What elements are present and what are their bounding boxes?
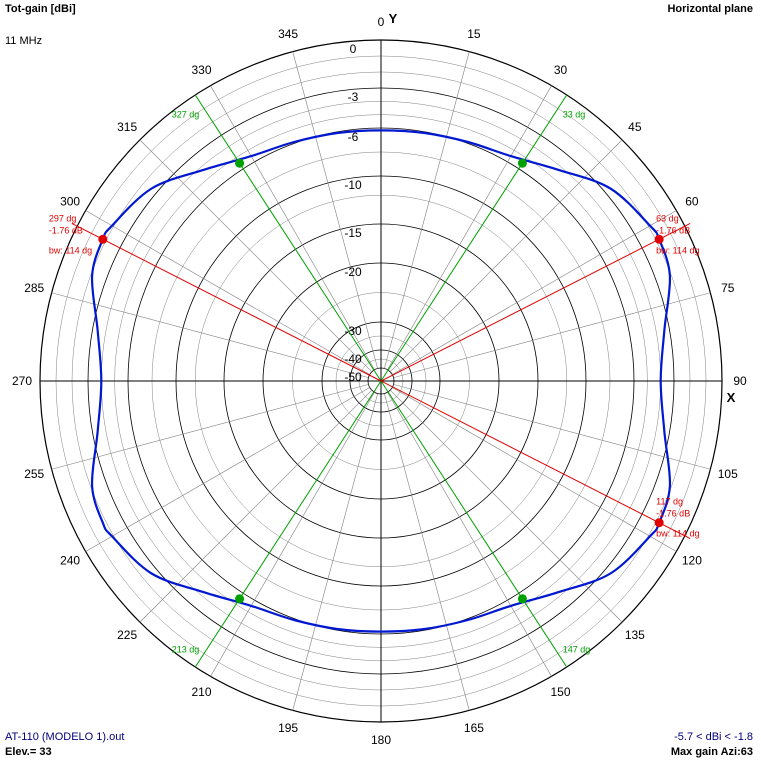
angle-tick-label: 300 xyxy=(60,195,80,209)
null-marker-label: 147 dg xyxy=(563,645,591,655)
beamwidth-bw-label: bw: 114 dg xyxy=(656,245,699,255)
beamwidth-bw-label: bw: 114 dg xyxy=(49,245,92,255)
marker-lines xyxy=(71,94,691,668)
beamwidth-angle-label: 117 dg xyxy=(656,497,683,507)
grid-spoke xyxy=(292,393,378,711)
angle-tick-label: 330 xyxy=(191,63,211,77)
grid-spoke xyxy=(51,384,369,470)
frequency-label: 11 MHz xyxy=(5,35,43,47)
gain-range-label: -5.7 < dBi < -1.8 xyxy=(674,731,753,743)
angle-tick-label: 150 xyxy=(550,685,570,699)
beamwidth-marker-dot xyxy=(98,234,108,244)
angle-tick-label: 210 xyxy=(191,685,211,699)
grid-spoke xyxy=(210,392,375,677)
angle-tick-label: 30 xyxy=(554,63,568,77)
radial-tick-label: -40 xyxy=(344,352,362,366)
angle-tick-label: 60 xyxy=(685,195,699,209)
null-marker-label: 213 dg xyxy=(172,645,200,655)
grid-spoke xyxy=(292,51,378,369)
angle-tick-label: 15 xyxy=(467,27,481,41)
max-gain-label: Max gain Azi:63 xyxy=(670,746,753,758)
null-marker-dot xyxy=(235,158,245,168)
angle-tick-label: 195 xyxy=(278,721,298,735)
null-marker-label: 33 dg xyxy=(563,109,586,119)
null-marker-dot xyxy=(517,158,527,168)
grid-spoke xyxy=(392,387,677,552)
beamwidth-line xyxy=(380,380,691,539)
grid-spoke xyxy=(384,393,470,711)
grid-spoke xyxy=(389,389,623,623)
grid-spoke xyxy=(139,139,373,373)
angle-tick-label: 105 xyxy=(718,467,738,481)
angle-tick-label: 75 xyxy=(721,281,735,295)
radial-tick-label: -3 xyxy=(348,90,359,104)
grid-spoke xyxy=(389,139,623,373)
angle-tick-label: 225 xyxy=(117,628,137,642)
grid-spoke xyxy=(387,392,552,677)
beamwidth-level-label: -1.76 dB xyxy=(656,225,690,235)
grid-spoke xyxy=(393,384,711,470)
angle-tick-label: 345 xyxy=(278,27,298,41)
chart-title: Tot-gain [dBi] xyxy=(5,3,76,15)
grid-spoke xyxy=(85,387,370,552)
filename-label: AT-110 (MODELO 1).out xyxy=(5,731,125,743)
grid-spoke xyxy=(51,292,369,378)
null-line xyxy=(380,380,568,668)
angle-tick-label: 285 xyxy=(24,281,44,295)
beamwidth-line xyxy=(71,223,382,382)
angle-tick-label: 315 xyxy=(117,120,137,134)
beamwidth-angle-label: 63 dg xyxy=(656,213,679,223)
radial-tick-label: -15 xyxy=(344,226,362,240)
radial-tick-label: -20 xyxy=(344,265,362,279)
beamwidth-bw-label: bw: 114 dg xyxy=(656,529,699,539)
y-axis-label: Y xyxy=(389,11,398,26)
angle-tick-label: 240 xyxy=(60,554,80,568)
marker-dots xyxy=(98,158,664,604)
grid-spoke xyxy=(384,51,470,369)
null-marker-dot xyxy=(517,594,527,604)
angle-tick-label: 165 xyxy=(464,721,484,735)
grid-spoke xyxy=(387,85,552,370)
grid-spoke xyxy=(139,389,373,623)
null-line xyxy=(380,94,568,382)
null-marker-label: 327 dg xyxy=(172,109,200,119)
angle-tick-label: 120 xyxy=(682,554,702,568)
radial-tick-label: -30 xyxy=(344,324,362,338)
beamwidth-angle-label: 297 dg xyxy=(49,213,77,223)
null-line xyxy=(194,94,382,382)
null-marker-dot xyxy=(235,594,245,604)
grid-spoke xyxy=(210,85,375,370)
angle-tick-label: 270 xyxy=(12,374,32,388)
plane-label: Horizontal plane xyxy=(667,3,753,15)
elevation-label: Elev.= 33 xyxy=(5,746,52,758)
angle-tick-labels: 0 15 30 45 60 75 90 105 120 135 150 165 180 195 210 225… xyxy=(12,15,747,747)
beamwidth-level-label: -1.76 dB xyxy=(656,509,690,519)
angle-tick-label: 255 xyxy=(24,467,44,481)
beamwidth-marker-dot xyxy=(654,518,664,528)
radial-tick-label: 0 xyxy=(350,42,357,56)
x-axis-label: X xyxy=(727,390,736,405)
beamwidth-marker-dot xyxy=(654,234,664,244)
angle-tick-label: 45 xyxy=(628,120,642,134)
radial-tick-label: -50 xyxy=(344,370,362,384)
angle-tick-label: 135 xyxy=(625,628,645,642)
grid-spoke xyxy=(85,210,370,375)
radial-tick-labels: 0 -3 -6 -10 -15 -20 -30 -40 -50 xyxy=(344,42,362,384)
angle-tick-label: 180 xyxy=(371,733,391,747)
beamwidth-level-label: -1.76 dB xyxy=(49,225,83,235)
radial-tick-label: -10 xyxy=(344,178,362,192)
angle-tick-label: 90 xyxy=(733,374,747,388)
grid-spoke xyxy=(393,292,711,378)
null-line xyxy=(194,380,382,668)
beamwidth-line xyxy=(380,223,691,382)
radial-tick-label: -6 xyxy=(348,130,359,144)
angle-tick-label: 0 xyxy=(378,15,385,29)
gain-pattern-line xyxy=(90,129,672,633)
grid-spoke xyxy=(392,210,677,375)
marker-labels: 33 dg 147 dg 213 dg 327 dg 63 dg -1.76 dB bw: … xyxy=(49,109,700,654)
